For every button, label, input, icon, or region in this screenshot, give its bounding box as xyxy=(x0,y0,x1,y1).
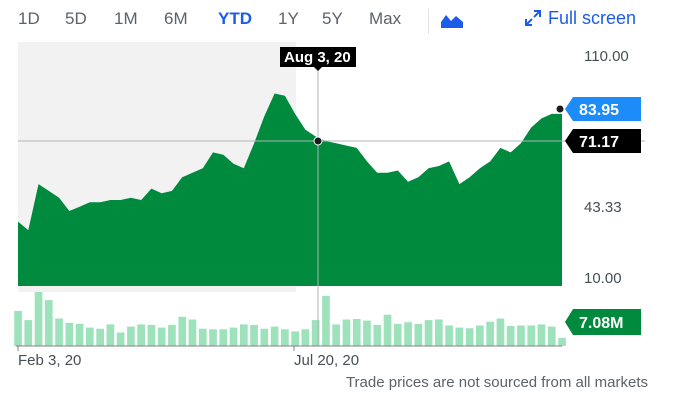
last-price-label-text: 83.95 xyxy=(579,102,619,119)
volume-bar xyxy=(75,323,84,346)
range-1m-button[interactable]: 1M xyxy=(114,9,138,28)
volume-bar xyxy=(383,314,392,346)
volume-bar xyxy=(435,319,443,346)
range-5d-button[interactable]: 5D xyxy=(65,9,87,28)
volume-bar xyxy=(86,327,94,346)
expand-arrows-icon xyxy=(525,10,541,26)
crosshair-price-label-text: 71.17 xyxy=(579,134,619,151)
volume-bar xyxy=(537,324,546,346)
y-tick-label: 43.33 xyxy=(584,199,622,216)
volume-bar xyxy=(352,319,361,346)
fullscreen-button[interactable]: Full screen xyxy=(524,8,636,32)
x-tick-label: Feb 3, 20 xyxy=(18,352,81,369)
crosshair-date-label: Aug 3, 20 xyxy=(280,47,356,71)
volume-bar xyxy=(178,316,187,346)
volume-bar xyxy=(363,320,371,346)
range-ytd-button[interactable]: YTD xyxy=(218,9,252,28)
x-tick-label: Jul 20, 20 xyxy=(294,352,359,369)
toolbar-divider xyxy=(428,8,429,34)
volume-bar xyxy=(465,328,474,346)
y-tick-label: 10.00 xyxy=(584,270,622,287)
volume-bar xyxy=(281,329,289,346)
volume-bar xyxy=(250,324,258,346)
volume-bar xyxy=(209,329,217,346)
volume-bar xyxy=(240,324,248,346)
volume-bar xyxy=(404,322,412,346)
volume-bar xyxy=(229,327,238,346)
range-6m-button[interactable]: 6M xyxy=(164,9,188,28)
last-price-point xyxy=(555,104,565,114)
crosshair-point xyxy=(313,136,323,146)
volume-bar xyxy=(24,320,33,346)
range-1d-button[interactable]: 1D xyxy=(18,9,40,28)
range-selector-bar: 1D 5D 1M 6M YTD 1Y 5Y Max Full screen xyxy=(0,0,677,42)
crosshair-date-text: Aug 3, 20 xyxy=(284,49,351,66)
volume-bar xyxy=(55,318,63,346)
last-price-label-bg xyxy=(565,97,641,121)
volume-bar xyxy=(322,295,330,346)
volume-bar xyxy=(342,319,351,346)
volume-bar xyxy=(198,328,207,346)
volume-bar xyxy=(414,323,423,346)
volume-bar xyxy=(65,322,74,346)
volume-bar xyxy=(116,332,125,346)
range-1y-button[interactable]: 1Y xyxy=(278,9,299,28)
volume-bar xyxy=(270,326,279,346)
mountain-chart-icon[interactable] xyxy=(440,10,464,30)
volume-bar xyxy=(219,329,228,346)
volume-label: 7.08M xyxy=(565,309,641,335)
volume-bar xyxy=(558,337,566,346)
volume-bar xyxy=(106,324,115,346)
volume-bar xyxy=(14,310,22,346)
volume-bar xyxy=(424,320,433,346)
volume-bar xyxy=(96,328,104,346)
volume-bar xyxy=(506,326,515,346)
volume-bar xyxy=(476,325,484,346)
volume-label-bg xyxy=(565,309,641,335)
volume-bar xyxy=(260,328,269,346)
volume-bar xyxy=(332,324,340,346)
crosshair-price-label: 71.17 xyxy=(565,129,641,153)
crosshair-price-label-bg xyxy=(565,129,641,153)
volume-bar xyxy=(147,324,156,346)
volume-bar xyxy=(291,331,299,346)
volume-bar xyxy=(137,324,145,346)
crosshair-date-pointer xyxy=(314,67,322,71)
range-max-button[interactable]: Max xyxy=(369,9,402,28)
volume-bar xyxy=(547,326,556,346)
volume-bar xyxy=(393,323,402,346)
fullscreen-label: Full screen xyxy=(548,8,637,28)
volume-bar xyxy=(168,324,176,346)
crosshair-date-bg xyxy=(280,47,356,67)
volume-bar xyxy=(34,292,43,346)
volume-bar xyxy=(311,320,320,346)
volume-bar xyxy=(373,324,382,346)
volume-bar xyxy=(127,326,135,346)
volume-bar xyxy=(44,300,53,346)
price-area xyxy=(18,93,562,286)
trade-prices-note: Trade prices are not sourced from all ma… xyxy=(345,374,648,391)
volume-bar xyxy=(496,318,505,346)
volume-bar xyxy=(188,319,197,346)
volume-bar xyxy=(301,329,310,346)
volume-label-text: 7.08M xyxy=(579,315,623,332)
volume-bar xyxy=(486,321,494,346)
volume-bar xyxy=(157,327,166,346)
volume-bar xyxy=(445,325,453,346)
y-tick-label: 110.00 xyxy=(584,48,629,65)
volume-bar xyxy=(517,325,525,346)
last-price-label: 83.95 xyxy=(565,97,641,121)
volume-bar xyxy=(527,325,536,346)
volume-bar xyxy=(455,327,464,346)
range-5y-button[interactable]: 5Y xyxy=(322,9,343,28)
